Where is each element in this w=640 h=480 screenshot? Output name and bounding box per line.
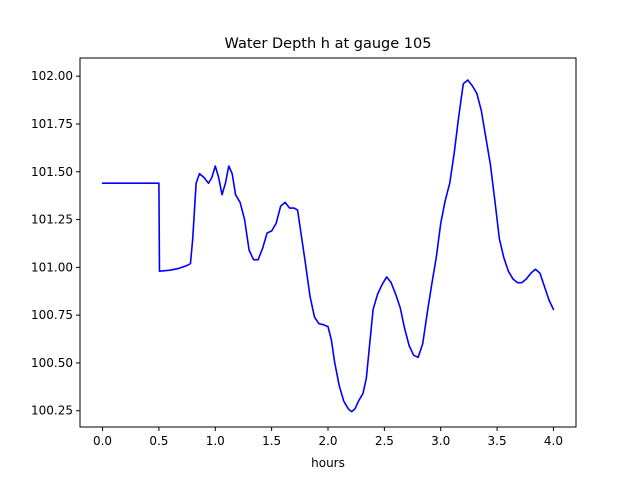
y-tick-label: 101.50 [31, 165, 73, 179]
x-tick-label: 0.5 [149, 434, 168, 448]
y-tick-label: 101.25 [31, 213, 73, 227]
x-tick-label: 2.5 [375, 434, 394, 448]
x-tick-label: 4.0 [544, 434, 563, 448]
axis-ticks: 0.0 0.5 1.0 1.5 2.0 2.5 3.0 3.5 4.0 100.25 100.50 1… [31, 69, 563, 448]
x-tick-label: 3.0 [431, 434, 450, 448]
y-tick-label: 100.50 [31, 356, 73, 370]
y-tick-label: 101.00 [31, 260, 73, 274]
y-tick-label: 101.75 [31, 117, 73, 131]
y-tick-label: 100.25 [31, 404, 73, 418]
axes-frame [79, 57, 577, 428]
series-line-0 [101, 79, 555, 413]
y-tick-label: 100.75 [31, 308, 73, 322]
x-tick-label: 2.0 [318, 434, 337, 448]
x-tick-label: 0.0 [93, 434, 112, 448]
plot-area [101, 79, 555, 413]
x-tick-label: 1.0 [206, 434, 225, 448]
y-tick-label: 102.00 [31, 69, 73, 83]
x-tick-label: 1.5 [262, 434, 281, 448]
chart-title: Water Depth h at gauge 105 [225, 36, 432, 52]
x-tick-label: 3.5 [488, 434, 507, 448]
x-axis-label: hours [311, 456, 345, 470]
